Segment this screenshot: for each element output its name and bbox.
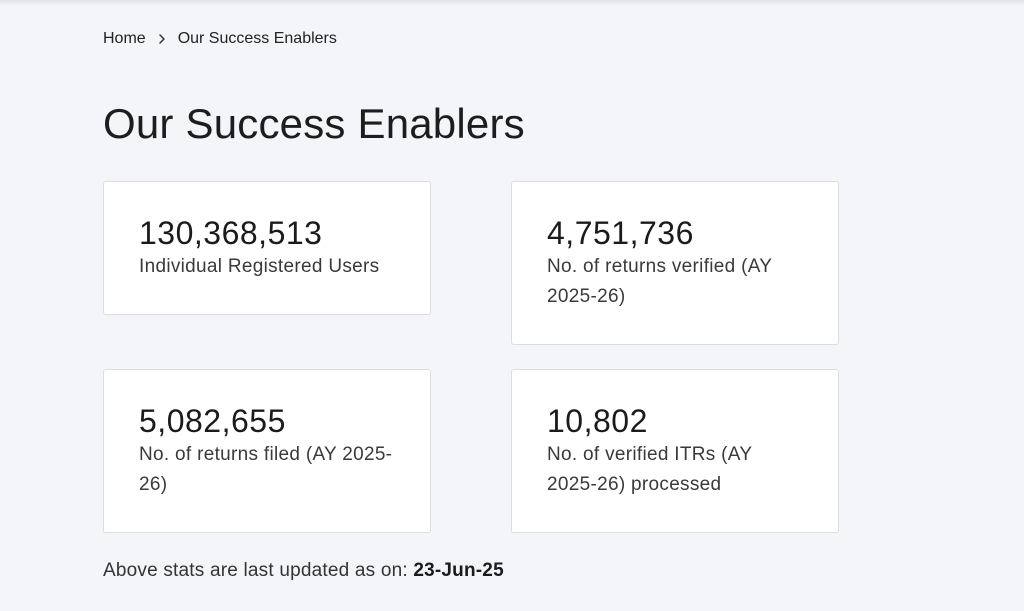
stat-card-itrs-processed: 10,802 No. of verified ITRs (AY 2025-26)… [511, 369, 839, 533]
stat-label: No. of verified ITRs (AY 2025-26) proces… [547, 444, 753, 495]
last-updated-prefix: Above stats are last updated as on: [103, 560, 414, 581]
last-updated-date: 23-Jun-25 [413, 560, 504, 581]
breadcrumb: Home Our Success Enablers [103, 29, 337, 49]
stat-card-returns-verified: 4,751,736 No. of returns verified (AY 20… [511, 181, 839, 345]
breadcrumb-home-link[interactable]: Home [103, 30, 146, 47]
page-title: Our Success Enablers [103, 100, 525, 147]
chevron-right-icon [146, 29, 178, 49]
stat-value: 10,802 [547, 403, 648, 439]
last-updated-note: Above stats are last updated as on: 23-J… [103, 560, 504, 582]
stat-card-returns-filed: 5,082,655 No. of returns filed (AY 2025-… [103, 369, 431, 533]
breadcrumb-current: Our Success Enablers [177, 30, 337, 47]
header-shadow [0, 0, 1024, 6]
stat-card-registered-users: 130,368,513 Individual Registered Users [103, 181, 431, 315]
stat-value: 5,082,655 [139, 403, 286, 439]
stat-label: No. of returns filed (AY 2025-26) [139, 444, 393, 495]
stat-label: Individual Registered Users [139, 256, 380, 277]
stat-value: 4,751,736 [547, 215, 694, 251]
stat-label: No. of returns verified (AY 2025-26) [547, 256, 772, 307]
stat-value: 130,368,513 [139, 215, 323, 251]
